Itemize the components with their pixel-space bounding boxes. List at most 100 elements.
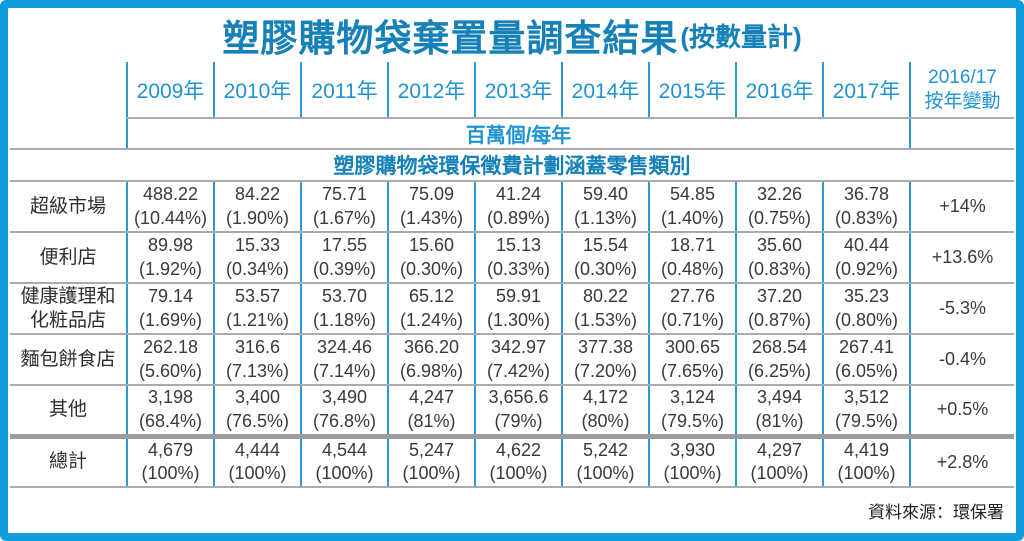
cell-percent: (1.92%) — [138, 258, 203, 279]
cell-percent: (81%) — [755, 410, 804, 431]
value-cell: 32.26 (0.75%) — [735, 181, 823, 233]
cell-percent: (0.83%) — [834, 207, 899, 228]
cell-percent: (80%) — [581, 410, 630, 431]
cell-value: 377.38 — [577, 337, 634, 358]
cell-value: 17.55 — [321, 235, 368, 256]
year-header: 2011年 — [300, 62, 388, 119]
cell-value: 36.78 — [843, 184, 890, 205]
value-cell: 366.20 (6.98%) — [387, 334, 475, 386]
yearly-change-cell: +14% — [909, 181, 1014, 233]
value-cell: 3,656.6 (79%) — [474, 385, 562, 437]
value-cell: 75.09 (1.43%) — [387, 181, 475, 233]
cell-percent: (100%) — [315, 463, 374, 484]
cell-value: 53.57 — [234, 286, 281, 307]
value-cell: 65.12 (1.24%) — [387, 283, 475, 335]
value-cell: 89.98 (1.92%) — [126, 232, 214, 284]
cell-percent: (1.24%) — [399, 309, 464, 330]
row-label: 健康護理和 化粧品店 — [10, 283, 127, 335]
year-header: 2010年 — [213, 62, 301, 119]
cell-percent: (100%) — [576, 463, 635, 484]
page-title: 塑膠購物袋棄置量調查結果 (按數量計) — [8, 8, 1016, 62]
value-cell: 84.22 (1.90%) — [213, 181, 301, 233]
value-cell: 4,419 (100%) — [822, 433, 910, 488]
cell-percent: (6.98%) — [399, 360, 464, 381]
yearly-change-cell: +13.6% — [909, 232, 1014, 284]
cell-percent: (100%) — [228, 463, 287, 484]
cell-percent: (0.89%) — [486, 207, 551, 228]
cell-percent: (1.69%) — [138, 309, 203, 330]
cell-percent: (7.13%) — [225, 360, 290, 381]
cell-percent: (79.5%) — [834, 410, 899, 431]
cell-percent: (1.30%) — [486, 309, 551, 330]
cell-value: 3,400 — [234, 387, 281, 408]
cell-percent: (7.14%) — [312, 360, 377, 381]
value-cell: 4,247 (81%) — [387, 385, 475, 437]
value-cell: 59.40 (1.13%) — [561, 181, 649, 233]
year-header: 2013年 — [474, 62, 562, 119]
cell-value: 3,656.6 — [488, 387, 549, 408]
yearly-change-cell: -5.3% — [909, 283, 1014, 335]
cell-value: 15.60 — [408, 235, 455, 256]
value-cell: 268.54 (6.25%) — [735, 334, 823, 386]
value-cell: 3,930 (100%) — [648, 433, 736, 488]
cell-percent: (100%) — [141, 463, 200, 484]
cell-percent: (0.34%) — [225, 258, 290, 279]
table-row: 健康護理和 化粧品店 79.14 (1.69%) 53.57 (1.21%) 53.70(… — [10, 283, 1014, 335]
cell-percent: (79%) — [494, 410, 543, 431]
value-cell: 4,444 (100%) — [213, 433, 301, 488]
table-row: 超級市場 488.22 (10.44%) 84.22 (1.90%) 75.71 (1.67… — [10, 181, 1014, 233]
cell-percent: (0.71%) — [660, 309, 725, 330]
cell-value: 41.24 — [495, 184, 542, 205]
value-cell: 3,400 (76.5%) — [213, 385, 301, 437]
cell-value: 262.18 — [142, 337, 199, 358]
cell-percent: (6.05%) — [834, 360, 899, 381]
cell-percent: (7.65%) — [660, 360, 725, 381]
value-cell: 35.60 (0.83%) — [735, 232, 823, 284]
value-cell: 15.54 (0.30%) — [561, 232, 649, 284]
row-label: 便利店 — [10, 232, 127, 284]
cell-percent: (1.53%) — [573, 309, 638, 330]
value-cell: 4,622 (100%) — [474, 433, 562, 488]
cell-value: 37.20 — [756, 286, 803, 307]
year-header-row: 2009年 2010年 2011年 2012年 2013年 2014年 2015… — [10, 62, 1014, 119]
year-header: 2009年 — [126, 62, 214, 119]
cell-value: 3,494 — [756, 387, 803, 408]
cell-value: 35.60 — [756, 235, 803, 256]
value-cell: 488.22 (10.44%) — [126, 181, 214, 233]
cell-value: 18.71 — [669, 235, 716, 256]
value-cell: 37.20 (0.87%) — [735, 283, 823, 335]
section-header: 塑膠購物袋環保徵費計劃涵蓋零售類別 — [10, 149, 1014, 182]
cell-percent: (79.5%) — [660, 410, 725, 431]
cell-value: 4,679 — [147, 439, 194, 460]
cell-value: 3,930 — [669, 439, 716, 460]
value-cell: 300.65 (7.65%) — [648, 334, 736, 386]
value-cell: 35.23 (0.80%) — [822, 283, 910, 335]
cell-percent: (6.25%) — [747, 360, 812, 381]
cell-value: 53.70 — [321, 286, 368, 307]
unit-label: 百萬個/每年 — [126, 118, 910, 150]
cell-percent: (0.92%) — [834, 258, 899, 279]
unit-row: 百萬個/每年 — [10, 118, 1014, 150]
value-cell: 316.6 (7.13%) — [213, 334, 301, 386]
value-cell: 15.33 (0.34%) — [213, 232, 301, 284]
value-cell: 3,124 (79.5%) — [648, 385, 736, 437]
title-main: 塑膠購物袋棄置量調查結果 — [222, 18, 679, 59]
year-header: 2014年 — [561, 62, 649, 119]
change-column-header: 2016/17 按年變動 — [909, 62, 1014, 119]
title-suffix: (按數量計) — [680, 21, 802, 52]
row-label: 其他 — [10, 385, 127, 437]
cell-percent: (0.30%) — [573, 258, 638, 279]
cell-value: 5,247 — [408, 439, 455, 460]
change-spacer — [909, 118, 1014, 150]
year-header: 2016年 — [735, 62, 823, 119]
cell-value: 3,124 — [669, 387, 716, 408]
value-cell: 262.18 (5.60%) — [126, 334, 214, 386]
table-row: 麵包餅食店 262.18 (5.60%) 316.6 (7.13%) 324.46 (7.1… — [10, 334, 1014, 386]
table-row: 便利店 89.98 (1.92%) 15.33 (0.34%) 17.55 (0.39%) 1… — [10, 232, 1014, 284]
cell-percent: (10.44%) — [133, 207, 208, 228]
yearly-change-cell: +2.8% — [909, 433, 1014, 488]
cell-percent: (100%) — [663, 463, 722, 484]
cell-value: 59.40 — [582, 184, 629, 205]
cell-value: 65.12 — [408, 286, 455, 307]
cell-percent: (1.40%) — [660, 207, 725, 228]
